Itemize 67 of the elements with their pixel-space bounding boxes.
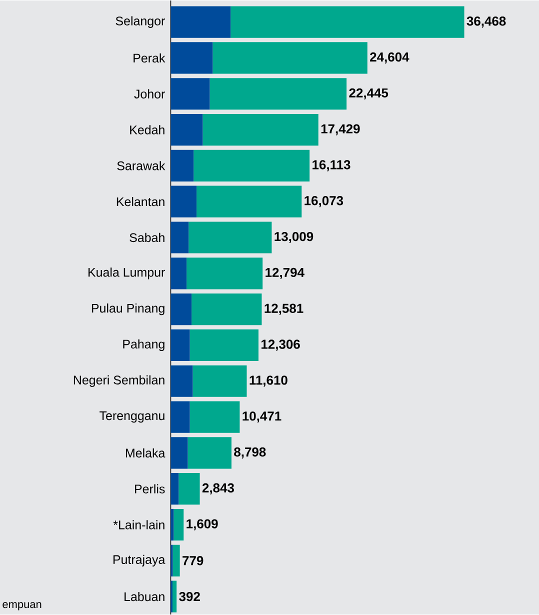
- y-tick-label: Negeri Sembilan: [74, 375, 164, 387]
- bar: [170, 258, 187, 290]
- annotation: 22,445: [349, 88, 388, 100]
- bar: [170, 6, 231, 38]
- bar: [170, 222, 189, 254]
- bar: [174, 508, 184, 541]
- bar: [170, 473, 179, 505]
- bar: [170, 437, 188, 469]
- bar: [172, 544, 180, 576]
- annotation: 8,798: [234, 447, 266, 458]
- bar: [170, 329, 190, 362]
- y-tick-label: Selangor: [116, 16, 165, 28]
- bar: [194, 150, 310, 182]
- annotation: 2,843: [202, 483, 234, 494]
- annotation: 11,610: [250, 376, 288, 387]
- bar: [170, 150, 194, 182]
- y-tick-label: Kedah: [130, 125, 164, 134]
- bar: [210, 78, 347, 110]
- annotation: 1,609: [186, 519, 218, 530]
- bar: [212, 42, 368, 74]
- bar: [170, 78, 210, 110]
- bar: [170, 401, 190, 433]
- annotation: 24,604: [370, 52, 410, 64]
- y-tick-label: Kuala Lumpur: [88, 268, 165, 280]
- bar: [170, 365, 193, 397]
- bar: [192, 294, 262, 326]
- y-tick-label: Kelantan: [116, 196, 164, 206]
- bar: [230, 6, 464, 38]
- bar: [170, 508, 174, 541]
- annotation: 12,581: [264, 304, 304, 315]
- bar: [190, 401, 240, 433]
- annotation: 392: [179, 592, 200, 602]
- bar: [170, 186, 197, 218]
- annotation: 17,429: [321, 124, 360, 136]
- bar: [202, 114, 318, 146]
- y-tick-label: Sarawak: [117, 161, 166, 170]
- y-tick-label: Pahang: [123, 339, 164, 352]
- text: empuan: [2, 602, 42, 610]
- annotation: 779: [182, 556, 204, 566]
- annotation: 12,306: [261, 340, 300, 351]
- bar: [192, 365, 247, 397]
- bar: [170, 294, 192, 326]
- y-tick-label: Perlis: [134, 484, 165, 494]
- bar: [170, 114, 203, 146]
- y-tick-label: Pulau Pinang: [92, 303, 164, 316]
- bar: [196, 186, 302, 218]
- bar: [186, 258, 263, 290]
- bar: [188, 437, 232, 469]
- annotation: 13,009: [274, 232, 314, 244]
- y-tick-label: Melaka: [126, 448, 166, 458]
- annotation: 16,113: [312, 160, 350, 172]
- annotation: 36,468: [466, 16, 506, 28]
- annotation: 10,471: [242, 411, 282, 423]
- bar: [172, 580, 177, 612]
- bar: [170, 42, 213, 74]
- bar: [178, 473, 200, 505]
- y-tick-label: Sabah: [130, 232, 164, 242]
- y-tick-label: Terengganu: [100, 411, 164, 423]
- bar: [188, 222, 272, 254]
- y-tick-label: Putrajaya: [113, 554, 166, 566]
- bar: [190, 329, 258, 362]
- y-tick-label: *Lain-lain: [113, 520, 164, 530]
- y-tick-label: Labuan: [124, 592, 164, 602]
- y-tick-label: Perak: [134, 53, 166, 63]
- annotation: 12,794: [266, 268, 304, 279]
- y-tick-label: Johor: [134, 89, 165, 98]
- annotation: 16,073: [304, 196, 344, 208]
